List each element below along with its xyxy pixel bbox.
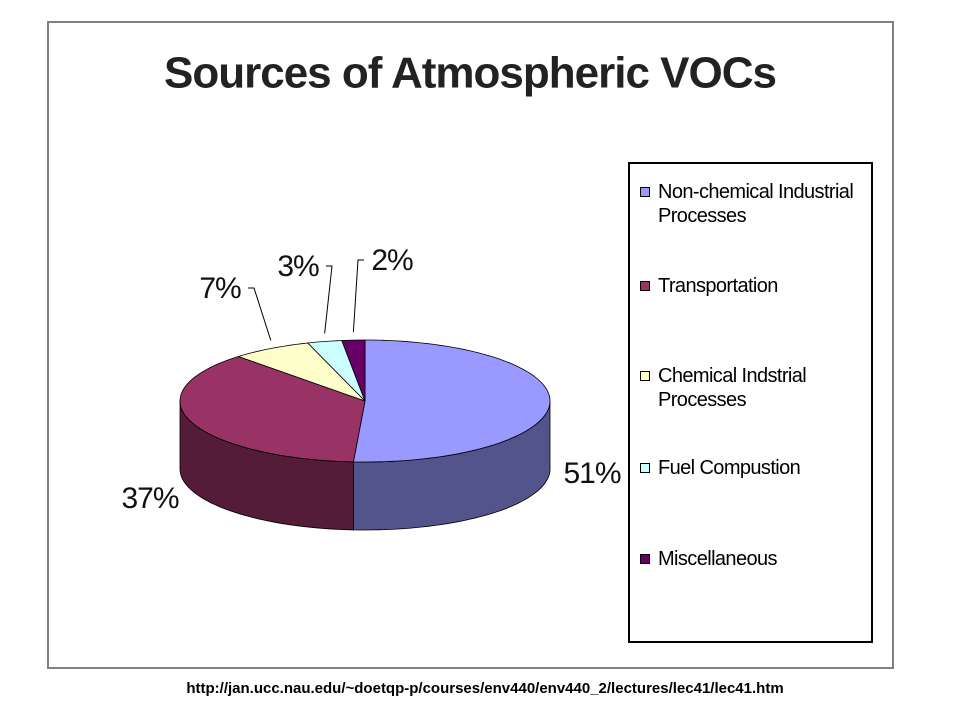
pie-slice xyxy=(341,339,366,402)
data-label: 37% xyxy=(121,482,178,515)
chart-frame xyxy=(47,21,894,669)
pie-slice xyxy=(306,340,366,402)
pie: 51% 37% 7% 3% 2% xyxy=(121,244,622,531)
legend-label: Non-chemical Industrial Processes xyxy=(658,181,854,227)
legend: Non-chemical Industrial Processes Transpo… xyxy=(628,162,873,643)
source-caption: http://jan.ucc.nau.edu/~doetqp-p/courses… xyxy=(186,680,784,697)
legend-swatch xyxy=(640,554,650,564)
data-label: 3% xyxy=(277,250,319,283)
data-label: 51% xyxy=(563,457,620,490)
legend-swatch xyxy=(640,463,650,473)
legend-label: Miscellaneous xyxy=(658,548,778,570)
leader-line xyxy=(324,265,333,334)
legend-swatch xyxy=(640,187,650,197)
legend-item: Fuel Compustion xyxy=(640,456,868,480)
data-label: 2% xyxy=(371,244,413,277)
legend-label: Fuel Compustion xyxy=(658,457,801,479)
legend-item: Miscellaneous xyxy=(640,547,868,571)
leader-line xyxy=(248,287,272,341)
legend-swatch xyxy=(640,371,650,381)
pie-slice xyxy=(352,339,551,463)
pie-slice xyxy=(237,342,366,402)
legend-item: Non-chemical Industrial Processes xyxy=(640,180,868,228)
chart-title: Sources of Atmospheric VOCs xyxy=(164,49,776,98)
legend-label: Chemical Indstrial Processes xyxy=(658,365,807,411)
legend-label: Transportation xyxy=(658,275,778,297)
data-label: 7% xyxy=(199,272,241,305)
leader-line xyxy=(352,259,364,333)
legend-swatch xyxy=(640,281,650,291)
legend-item: Transportation xyxy=(640,274,868,298)
pie-slice xyxy=(179,356,366,463)
legend-item: Chemical Indstrial Processes xyxy=(640,364,868,412)
